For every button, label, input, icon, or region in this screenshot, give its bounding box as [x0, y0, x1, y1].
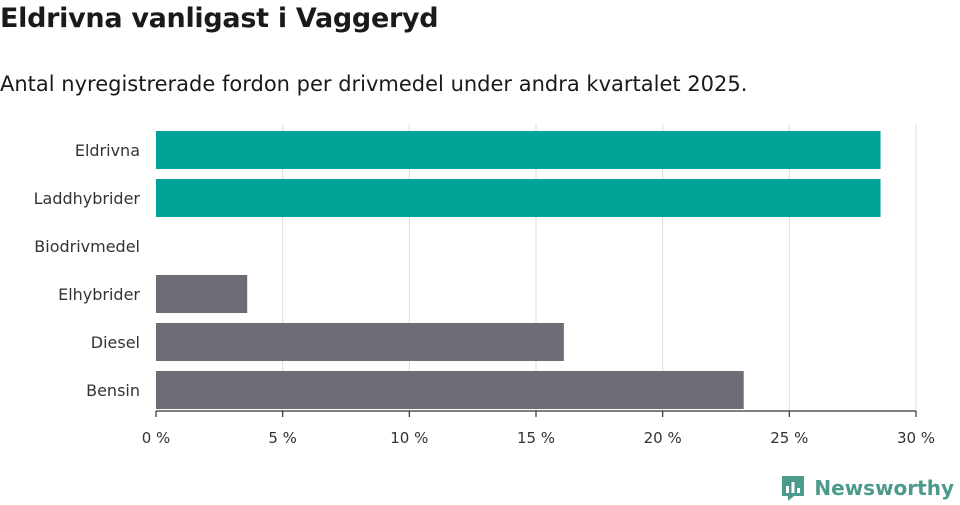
- bar-laddhybrider: [156, 179, 881, 217]
- chart-subtitle: Antal nyregistrerade fordon per drivmede…: [0, 72, 748, 96]
- grid-lines: [282, 124, 917, 411]
- bar-bensin: [156, 371, 744, 409]
- brand-name: Newsworthy: [814, 476, 954, 500]
- x-tick-label-30: 30 %: [897, 429, 935, 447]
- category-label-eldrivna: Eldrivna: [75, 141, 140, 160]
- x-tick-label-15: 15 %: [517, 429, 555, 447]
- x-tick-label-25: 25 %: [770, 429, 808, 447]
- category-label-bensin: Bensin: [86, 381, 140, 400]
- category-label-elhybrider: Elhybrider: [58, 285, 140, 304]
- brand-logo: Newsworthy: [780, 474, 954, 502]
- bar-chart: Eldrivna Laddhybrider Biodrivmedel Elhybrid…: [34, 124, 935, 447]
- category-label-laddhybrider: Laddhybrider: [34, 189, 141, 208]
- chart-title: Eldrivna vanligast i Vaggeryd: [0, 3, 439, 34]
- bar-elhybrider: [156, 275, 248, 313]
- x-axis: 0 % 5 % 10 % 15 % 20 % 25 % 30 %: [142, 410, 935, 447]
- x-tick-label-20: 20 %: [644, 429, 682, 447]
- x-tick-label-0: 0 %: [142, 429, 171, 447]
- newsworthy-logo-icon: [782, 476, 805, 501]
- category-label-diesel: Diesel: [91, 333, 140, 352]
- bar-eldrivna: [156, 131, 881, 169]
- category-labels: Eldrivna Laddhybrider Biodrivmedel Elhybrid…: [34, 141, 141, 400]
- x-tick-label-5: 5 %: [268, 429, 297, 447]
- bar-diesel: [156, 323, 564, 361]
- category-label-biodrivmedel: Biodrivmedel: [34, 237, 140, 256]
- bars: [156, 131, 881, 409]
- x-tick-label-10: 10 %: [390, 429, 428, 447]
